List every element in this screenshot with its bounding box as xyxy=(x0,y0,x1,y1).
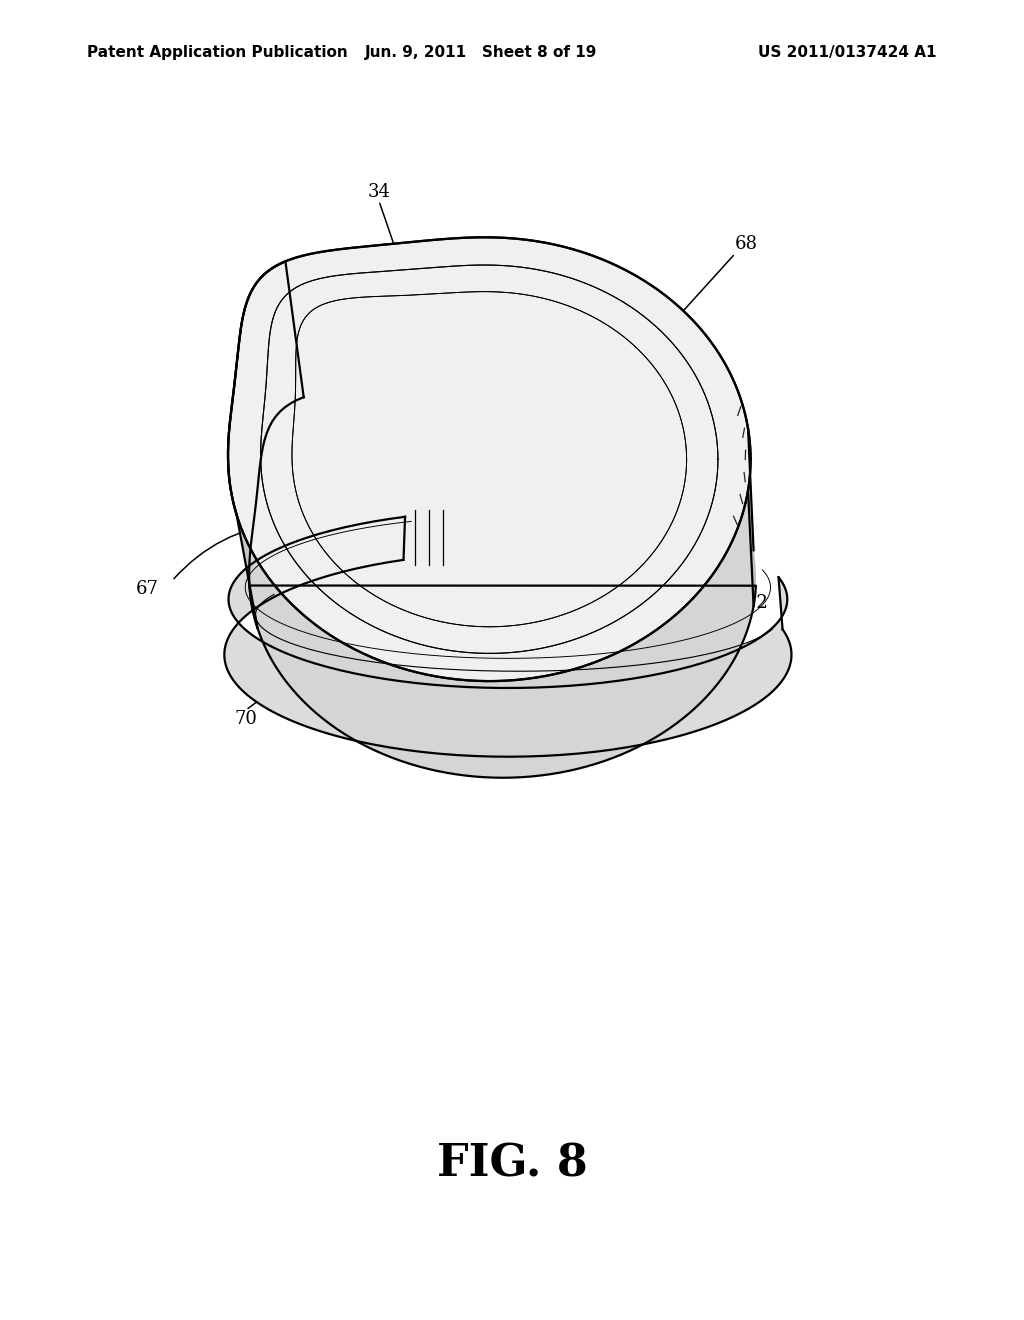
Polygon shape xyxy=(749,429,756,606)
Text: US 2011/0137424 A1: US 2011/0137424 A1 xyxy=(759,45,937,61)
Text: 68: 68 xyxy=(735,235,758,253)
Text: 72: 72 xyxy=(745,594,768,612)
Text: 34: 34 xyxy=(368,182,390,201)
Polygon shape xyxy=(228,467,756,777)
Text: Jun. 9, 2011   Sheet 8 of 19: Jun. 9, 2011 Sheet 8 of 19 xyxy=(366,45,597,61)
Polygon shape xyxy=(228,238,751,681)
Text: 67: 67 xyxy=(136,579,159,598)
Text: 70: 70 xyxy=(234,710,257,729)
Text: Patent Application Publication: Patent Application Publication xyxy=(87,45,348,61)
Text: FIG. 8: FIG. 8 xyxy=(436,1143,588,1185)
Text: 74: 74 xyxy=(493,715,515,734)
Polygon shape xyxy=(224,517,792,756)
Polygon shape xyxy=(228,261,304,628)
